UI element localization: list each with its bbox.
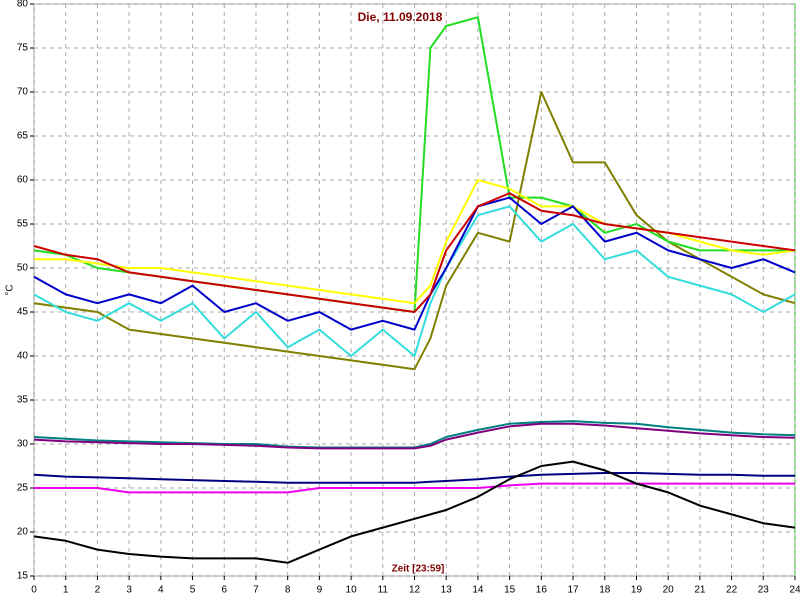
y-tick-label: 80 bbox=[17, 0, 29, 10]
x-tick-label: 6 bbox=[221, 585, 227, 596]
x-tick-label: 10 bbox=[346, 585, 358, 596]
x-tick-label: 21 bbox=[694, 585, 706, 596]
series-line bbox=[33, 472, 795, 484]
series-line bbox=[33, 196, 796, 331]
y-tick-label: 20 bbox=[17, 527, 29, 538]
y-tick-label: 65 bbox=[17, 131, 29, 142]
x-tick-label: 18 bbox=[599, 585, 611, 596]
y-tick-label: 50 bbox=[17, 263, 29, 274]
chart-title: Die, 11.09.2018 bbox=[358, 10, 443, 24]
series-line bbox=[34, 482, 795, 494]
series-line bbox=[33, 420, 796, 449]
y-tick-label: 70 bbox=[17, 87, 29, 98]
x-tick-label: 11 bbox=[378, 585, 389, 596]
y-axis-label: °C bbox=[5, 284, 16, 295]
x-tick-label: 5 bbox=[190, 585, 196, 596]
x-tick-label: 8 bbox=[285, 585, 291, 596]
x-tick-label: 24 bbox=[789, 585, 800, 596]
y-tick-label: 55 bbox=[17, 219, 29, 230]
plot-area bbox=[33, 3, 796, 577]
x-tick-label: 20 bbox=[663, 585, 675, 596]
x-tick-label: 14 bbox=[472, 585, 484, 596]
x-tick-label: 3 bbox=[126, 585, 132, 596]
series-line bbox=[33, 205, 796, 357]
series-line bbox=[33, 91, 796, 371]
y-tick-label: 45 bbox=[17, 307, 29, 318]
x-tick-label: 15 bbox=[504, 585, 516, 596]
y-tick-label: 40 bbox=[17, 351, 29, 362]
series-line bbox=[33, 422, 796, 450]
y-tick-label: 60 bbox=[17, 175, 29, 186]
y-tick-label: 25 bbox=[17, 483, 29, 494]
series-line bbox=[33, 460, 796, 564]
x-tick-label: 0 bbox=[31, 585, 37, 596]
x-axis-label: Zeit [23:59] bbox=[392, 564, 445, 575]
x-tick-label: 12 bbox=[409, 585, 421, 596]
x-tick-label: 17 bbox=[567, 585, 579, 596]
x-tick-label: 22 bbox=[726, 585, 738, 596]
x-tick-label: 7 bbox=[253, 585, 259, 596]
x-tick-label: 1 bbox=[63, 585, 69, 596]
y-tick-label: 75 bbox=[17, 43, 29, 54]
y-tick-label: 35 bbox=[17, 395, 29, 406]
x-tick-label: 23 bbox=[758, 585, 770, 596]
y-tick-label: 15 bbox=[17, 571, 29, 582]
y-tick-label: 30 bbox=[17, 439, 29, 450]
x-tick-label: 4 bbox=[158, 585, 164, 596]
x-tick-label: 16 bbox=[536, 585, 548, 596]
x-tick-label: 2 bbox=[95, 585, 101, 596]
x-tick-label: 9 bbox=[317, 585, 323, 596]
series-line bbox=[33, 192, 796, 313]
x-tick-label: 13 bbox=[441, 585, 453, 596]
x-tick-label: 19 bbox=[631, 585, 643, 596]
